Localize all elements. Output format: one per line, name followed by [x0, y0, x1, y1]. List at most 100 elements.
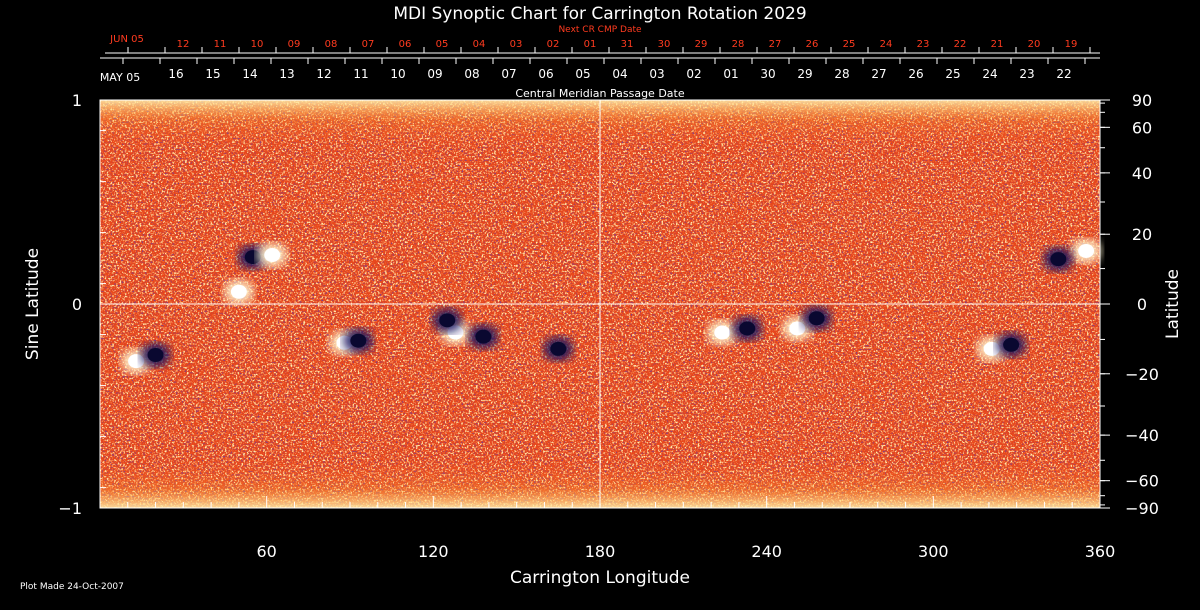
next-cr-date: 11: [214, 39, 227, 50]
active-region-core: [1003, 337, 1020, 352]
active-region: [996, 332, 1027, 357]
active-region-core: [244, 250, 261, 265]
cmp-date: 13: [279, 67, 294, 81]
cmp-date: 03: [649, 67, 664, 81]
next-cr-date: 12: [177, 39, 190, 50]
active-region-core: [147, 348, 164, 362]
x-tick-label: 240: [751, 542, 782, 561]
cmp-date: 07: [501, 67, 516, 81]
active-region-core: [128, 354, 145, 369]
y-tick-label-right: −40: [1125, 426, 1159, 445]
active-region: [707, 320, 738, 345]
next-cr-date: 28: [732, 39, 745, 50]
next-cr-date: 02: [547, 39, 560, 50]
next-cr-label: Next CR CMP Date: [558, 25, 642, 35]
cmp-date: 15: [205, 67, 220, 81]
cmp-date: 14: [242, 67, 257, 81]
cmp-date: 02: [686, 67, 701, 81]
x-tick-label: 180: [585, 542, 616, 561]
cmp-date: 25: [945, 67, 960, 81]
cmp-date: 09: [427, 67, 442, 81]
cmp-date: 29: [797, 67, 812, 81]
next-cr-date: 03: [510, 39, 523, 50]
next-cr-date: 08: [325, 39, 338, 50]
cmp-date: 10: [390, 67, 405, 81]
active-region: [468, 324, 499, 349]
cmp-date: 01: [723, 67, 738, 81]
next-cr-date: 31: [621, 39, 634, 50]
y-tick-label-right: −20: [1125, 365, 1159, 384]
x-tick-label: 60: [256, 542, 276, 561]
next-cr-date: 23: [917, 39, 930, 50]
next-cr-date: 21: [991, 39, 1004, 50]
y-axis-label-right: Latitude: [1163, 269, 1183, 339]
active-region-core: [550, 341, 567, 356]
active-region-core: [439, 313, 456, 328]
active-region-core: [350, 333, 367, 348]
y-tick-label-right: −60: [1125, 472, 1159, 491]
active-region-core: [789, 321, 806, 336]
next-cr-date: 06: [399, 39, 412, 50]
cmp-date: 23: [1019, 67, 1034, 81]
next-cr-date: 20: [1028, 39, 1041, 50]
x-tick-label: 360: [1085, 542, 1116, 561]
next-cr-date: 10: [251, 39, 264, 50]
active-region: [432, 308, 463, 333]
date-axes: 12 11 10 09 08 07 06 05 04 03 02 01 31 30 29 28 27 26 25 24…: [100, 39, 1100, 81]
active-region: [1043, 247, 1074, 272]
active-region: [223, 279, 254, 304]
active-region-core: [264, 248, 281, 263]
active-region-core: [714, 325, 731, 340]
y-tick-label-left: 0: [72, 295, 82, 314]
cmp-date: 27: [871, 67, 886, 81]
active-region-core: [1050, 252, 1067, 267]
cmp-date: 08: [464, 67, 479, 81]
next-cr-date: 25: [843, 39, 856, 50]
cmp-label: Central Meridian Passage Date: [515, 87, 684, 100]
x-axis-label: Carrington Longitude: [510, 568, 690, 588]
cmp-date: 06: [538, 67, 553, 81]
active-region-core: [475, 329, 492, 344]
cmp-date: 16: [168, 67, 183, 81]
next-cr-start-label: JUN 05: [109, 34, 144, 45]
next-cr-date: 22: [954, 39, 967, 50]
next-cr-date: 19: [1065, 39, 1078, 50]
plot-made-note: Plot Made 24-Oct-2007: [20, 582, 124, 592]
active-region: [140, 343, 171, 367]
y-axis-label-left: Sine Latitude: [23, 248, 43, 360]
cmp-date: 04: [612, 67, 627, 81]
active-region: [1071, 238, 1102, 263]
active-region: [343, 328, 374, 353]
active-region: [257, 243, 288, 268]
y-tick-label-right: 20: [1132, 225, 1152, 244]
cmp-date: 05: [575, 67, 590, 81]
active-region-core: [808, 311, 825, 326]
active-region-core: [1078, 243, 1095, 258]
cmp-date: 11: [353, 67, 368, 81]
cmp-date: 12: [316, 67, 331, 81]
cmp-date: 28: [834, 67, 849, 81]
next-cr-date: 30: [658, 39, 671, 50]
y-tick-label-right: 90: [1132, 91, 1152, 110]
y-tick-label-left: 1: [72, 91, 82, 110]
y-tick-label-right: 60: [1132, 118, 1152, 137]
y-tick-label-right: 40: [1132, 164, 1152, 183]
y-tick-label-left: −1: [58, 499, 82, 518]
next-cr-date: 05: [436, 39, 449, 50]
next-cr-date: 29: [695, 39, 708, 50]
active-region: [801, 306, 832, 331]
active-region-core: [230, 284, 247, 299]
next-cr-date: 07: [362, 39, 375, 50]
cmp-date: 30: [760, 67, 775, 81]
active-region: [543, 336, 574, 361]
active-region: [732, 316, 763, 341]
active-region-core: [739, 321, 756, 336]
x-tick-label: 300: [918, 542, 949, 561]
next-cr-date: 27: [769, 39, 782, 50]
active-region-core: [983, 341, 1000, 356]
next-cr-date: 24: [880, 39, 893, 50]
chart-title: MDI Synoptic Chart for Carrington Rotati…: [393, 4, 806, 24]
axes: 60 120 180 240 300 360 1 0 −1 90 60 40 20 0 −20 −40 −60 −…: [58, 91, 1158, 561]
next-cr-date: 04: [473, 39, 486, 50]
